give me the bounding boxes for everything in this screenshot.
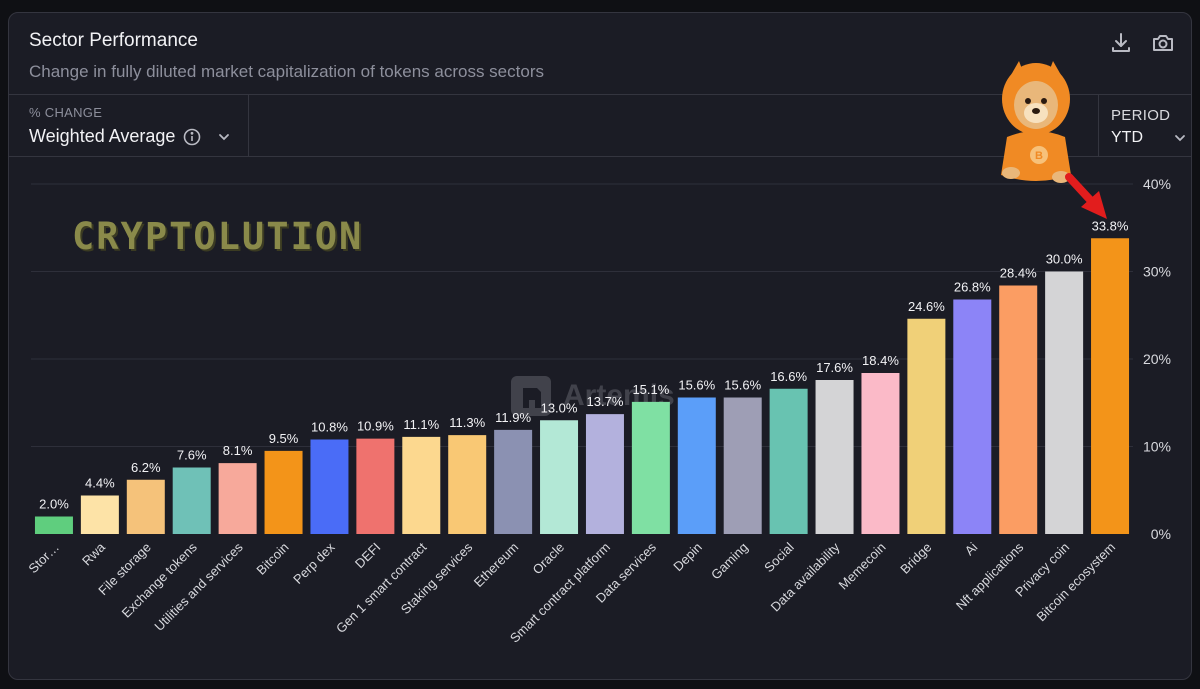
mascot-dog-illustration: B bbox=[1001, 61, 1071, 183]
x-tick-label: Social bbox=[761, 539, 797, 575]
bar bbox=[1091, 238, 1130, 534]
period-dropdown[interactable]: PERIOD YTD bbox=[1098, 95, 1191, 156]
bar-value-label: 24.6% bbox=[908, 299, 945, 314]
bar bbox=[953, 299, 992, 534]
y-tick-label: 20% bbox=[1143, 351, 1171, 367]
x-tick-label: Perp dex bbox=[290, 539, 338, 587]
bar-value-label: 11.9% bbox=[495, 410, 531, 425]
bar-value-label: 4.4% bbox=[85, 476, 115, 491]
bar bbox=[310, 439, 349, 534]
metric-value: Weighted Average bbox=[29, 126, 176, 146]
chart-controls: % CHANGE Weighted Average PERIOD YTD bbox=[9, 94, 1191, 157]
bar bbox=[815, 380, 854, 534]
bar bbox=[80, 495, 119, 534]
camera-icon bbox=[1153, 35, 1173, 51]
x-tick-label: Gaming bbox=[708, 540, 751, 583]
chevron-down-icon bbox=[217, 130, 231, 144]
x-tick-label: Rwa bbox=[79, 539, 109, 569]
bar bbox=[999, 285, 1038, 534]
bar-value-label: 9.5% bbox=[269, 431, 299, 446]
metric-dropdown[interactable]: % CHANGE Weighted Average bbox=[9, 95, 249, 156]
y-tick-label: 10% bbox=[1143, 439, 1171, 455]
screenshot-button[interactable] bbox=[1149, 29, 1177, 57]
bar bbox=[861, 373, 900, 534]
x-tick-label: Bridge bbox=[897, 540, 934, 577]
bar-value-label: 17.6% bbox=[816, 360, 853, 375]
bar-value-label: 15.6% bbox=[678, 378, 715, 393]
bar bbox=[402, 436, 441, 534]
sector-performance-card: Sector Performance Change in fully dilut… bbox=[8, 12, 1192, 680]
bar bbox=[264, 450, 303, 534]
bar-value-label: 10.9% bbox=[357, 419, 394, 434]
x-tick-label: Utilities and services bbox=[151, 539, 246, 634]
bar-value-label: 8.1% bbox=[223, 443, 253, 458]
bar bbox=[172, 467, 211, 534]
bar-value-label: 33.8% bbox=[1092, 218, 1129, 233]
x-tick-label: Gen 1 smart contract bbox=[333, 539, 430, 636]
bar-value-label: 15.1% bbox=[632, 382, 669, 397]
bar-value-label: 15.6% bbox=[724, 378, 761, 393]
bar-value-label: 18.4% bbox=[862, 353, 899, 368]
bar-value-label: 11.1% bbox=[403, 417, 439, 432]
bar bbox=[585, 414, 624, 534]
bar bbox=[769, 388, 808, 534]
bar bbox=[540, 420, 579, 534]
bar-value-label: 30.0% bbox=[1046, 252, 1083, 267]
x-tick-label: Oracle bbox=[529, 540, 567, 578]
x-tick-label: Ai bbox=[962, 539, 981, 558]
bar bbox=[677, 397, 716, 534]
bar-value-label: 11.3% bbox=[449, 415, 485, 430]
bar-value-label: 7.6% bbox=[177, 448, 207, 463]
page-subtitle: Change in fully diluted market capitaliz… bbox=[29, 62, 544, 81]
artemis-logo-icon bbox=[511, 376, 551, 416]
bar-value-label: 6.2% bbox=[131, 460, 161, 475]
cryptolution-watermark: CRYPTOLUTION bbox=[72, 215, 364, 258]
x-tick-label: Ethereum bbox=[471, 540, 521, 590]
x-tick-label: Stor… bbox=[25, 540, 62, 577]
page-title: Sector Performance bbox=[29, 30, 198, 51]
bar-value-label: 10.8% bbox=[311, 420, 348, 435]
x-tick-label: Depin bbox=[670, 540, 705, 575]
y-tick-label: 0% bbox=[1151, 526, 1171, 542]
y-tick-label: 30% bbox=[1143, 264, 1171, 280]
svg-text:B: B bbox=[1035, 150, 1043, 162]
bar bbox=[34, 516, 73, 534]
bar bbox=[356, 438, 395, 534]
x-tick-label: Memecoin bbox=[836, 540, 889, 593]
bar-value-label: 13.0% bbox=[541, 400, 578, 415]
y-tick-label: 40% bbox=[1143, 176, 1171, 192]
bar bbox=[907, 318, 946, 534]
bar-value-label: 16.6% bbox=[770, 369, 807, 384]
bar bbox=[448, 435, 487, 534]
toolbar bbox=[1107, 29, 1177, 57]
bar bbox=[723, 397, 762, 534]
bar bbox=[1045, 271, 1084, 534]
bar bbox=[631, 401, 670, 534]
x-tick-label: Bitcoin ecosystem bbox=[1033, 540, 1118, 625]
bar-value-label: 28.4% bbox=[1000, 266, 1037, 281]
info-icon[interactable] bbox=[183, 128, 201, 146]
bar-value-label: 26.8% bbox=[954, 280, 991, 295]
bar-value-label: 2.0% bbox=[39, 497, 69, 512]
bar-value-label: 13.7% bbox=[587, 394, 624, 409]
download-button[interactable] bbox=[1107, 29, 1135, 57]
period-value: YTD bbox=[1111, 129, 1143, 146]
metric-label: % CHANGE bbox=[29, 105, 103, 120]
download-icon bbox=[1112, 33, 1130, 52]
bar bbox=[494, 429, 533, 534]
chevron-down-icon bbox=[1173, 131, 1187, 145]
period-label: PERIOD bbox=[1111, 107, 1171, 124]
bar bbox=[218, 463, 257, 534]
x-tick-label: Bitcoin bbox=[253, 540, 291, 578]
x-tick-label: DEFI bbox=[352, 540, 384, 572]
red-arrow-icon bbox=[1065, 173, 1107, 219]
bar bbox=[126, 479, 165, 534]
